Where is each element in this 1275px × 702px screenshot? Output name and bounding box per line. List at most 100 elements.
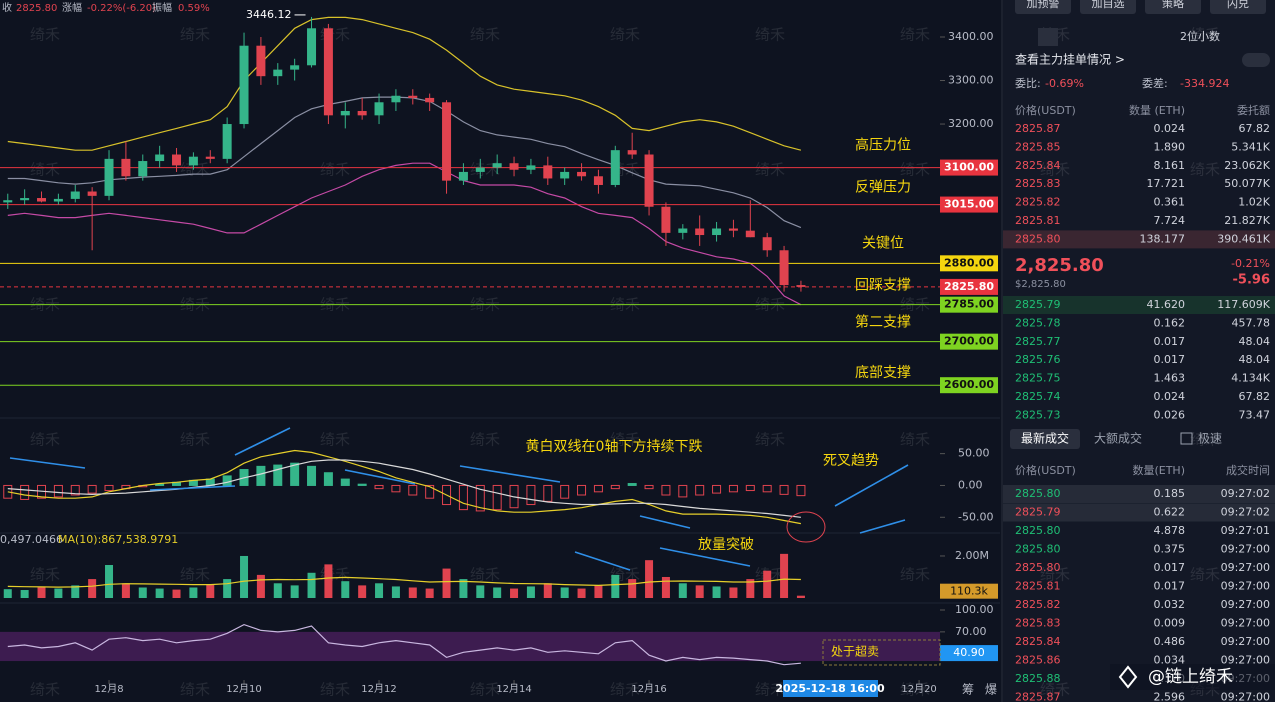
macd-bar [560, 484, 570, 499]
volume-bar [3, 589, 12, 598]
candle-body [104, 158, 114, 196]
level-tag [940, 333, 998, 350]
arrow [9, 457, 86, 469]
arrow [149, 485, 236, 491]
macd-bar [779, 484, 789, 495]
volume-bar [678, 583, 687, 598]
diff: -334.924 [1180, 77, 1229, 90]
watermark: 绮禾 [180, 431, 210, 449]
macd-bar [661, 484, 671, 496]
cell: 138.177 [1140, 232, 1186, 245]
price-cell: 2825.82 [1015, 196, 1061, 209]
volume-bar [358, 585, 367, 598]
volume-bar [189, 587, 198, 598]
time-tag [783, 680, 878, 697]
annotation: 放量突破 [698, 537, 754, 553]
cell: 50.077K [1224, 177, 1270, 190]
arrow [639, 515, 691, 529]
cell: 0.024 [1154, 122, 1186, 135]
column-header: 委托额 [1237, 103, 1270, 117]
toolbar-button[interactable] [1080, 0, 1136, 14]
volume-bar [54, 588, 63, 598]
candle-body [678, 228, 688, 233]
link[interactable]: 查看主力挂单情况 > [1015, 53, 1125, 67]
candle-body [340, 110, 350, 116]
brand-bg [1110, 664, 1275, 690]
watermark: 绮禾 [900, 431, 930, 449]
ratio-label: 委比: [1015, 77, 1041, 90]
tab[interactable]: 极速 [1198, 432, 1222, 446]
toolbar-label[interactable]: 加预警 [1027, 0, 1060, 10]
candle-body [577, 171, 587, 177]
macd-bar [374, 484, 384, 490]
cell: 21.827K [1224, 214, 1270, 227]
macd-line [7, 449, 802, 525]
candle-body [492, 163, 502, 168]
candle-body [661, 206, 671, 233]
cell: 09:27:00 [1221, 635, 1270, 648]
y-tick-label: 70.00 [955, 625, 987, 638]
cell: 09:27:00 [1221, 691, 1270, 702]
watermark: 绮禾 [30, 566, 60, 584]
toolbar-button[interactable] [1210, 0, 1266, 14]
macd-bar [222, 475, 232, 486]
toolbar-button[interactable] [1145, 0, 1201, 14]
candle-body [307, 28, 317, 66]
candle-body [593, 176, 603, 185]
row-highlight [1003, 503, 1275, 522]
header-text: -0.22%(-6.20) [87, 3, 156, 14]
macd-line [7, 459, 801, 518]
watermark: 绮禾 [755, 681, 785, 699]
rsi-line [7, 623, 801, 666]
price-cell: 2825.85 [1015, 140, 1061, 153]
volume-bar [510, 588, 519, 598]
rsi-band [0, 631, 940, 662]
column-header: 价格(USDT) [1015, 103, 1076, 117]
tab[interactable]: 大额成交 [1094, 431, 1142, 446]
watermark: 绮禾 [610, 26, 640, 44]
candle-body [712, 228, 722, 236]
column-header: 数量(ETH) [1132, 464, 1185, 477]
cell: 0.017 [1154, 580, 1186, 593]
volume-bar [459, 579, 468, 598]
tab[interactable]: 最新成交 [1021, 431, 1069, 446]
x-tick-label: 12月10 [226, 683, 261, 695]
cell: 23.062K [1224, 159, 1270, 172]
macd-bar [425, 484, 435, 499]
toolbar-button[interactable] [1015, 0, 1071, 14]
volume-bar [172, 589, 181, 598]
cell: 73.47 [1239, 408, 1271, 421]
volume-bar [256, 574, 265, 598]
level-tag [940, 278, 998, 295]
price-cell: 2825.84 [1015, 159, 1061, 172]
checkbox[interactable] [1180, 432, 1193, 445]
watermark: 绮禾 [470, 431, 500, 449]
candle-body [560, 171, 570, 179]
band-line [7, 162, 802, 306]
watermark: 绮禾 [610, 681, 640, 699]
price-cell: 2825.75 [1015, 372, 1061, 385]
cell: 0.017 [1154, 561, 1186, 574]
candle-body [155, 154, 165, 162]
toggle[interactable] [1242, 53, 1270, 67]
candle-body [273, 69, 283, 77]
candle-body [37, 198, 47, 202]
level-tag [940, 196, 998, 213]
last-price: 2,825.80 [1015, 255, 1104, 276]
precision[interactable]: 2位小数 [1180, 29, 1220, 43]
candle-body [70, 191, 80, 199]
candle-body [188, 156, 198, 166]
sidebar [1003, 0, 1275, 702]
tab-active[interactable] [1038, 28, 1058, 46]
candle-body [87, 191, 97, 196]
volume-bar [408, 587, 417, 598]
level-label: 2880.00 [944, 256, 994, 269]
candle-body [239, 45, 249, 125]
price-cell: 2825.81 [1015, 580, 1061, 593]
toolbar-label[interactable]: 加自选 [1092, 0, 1125, 10]
macd-bar [273, 464, 283, 486]
toolbar-label[interactable]: 闪兑 [1227, 0, 1249, 10]
toolbar-label[interactable]: 策略 [1162, 0, 1184, 10]
level-label: 2600.00 [944, 378, 994, 391]
tab-active[interactable] [1010, 429, 1080, 449]
